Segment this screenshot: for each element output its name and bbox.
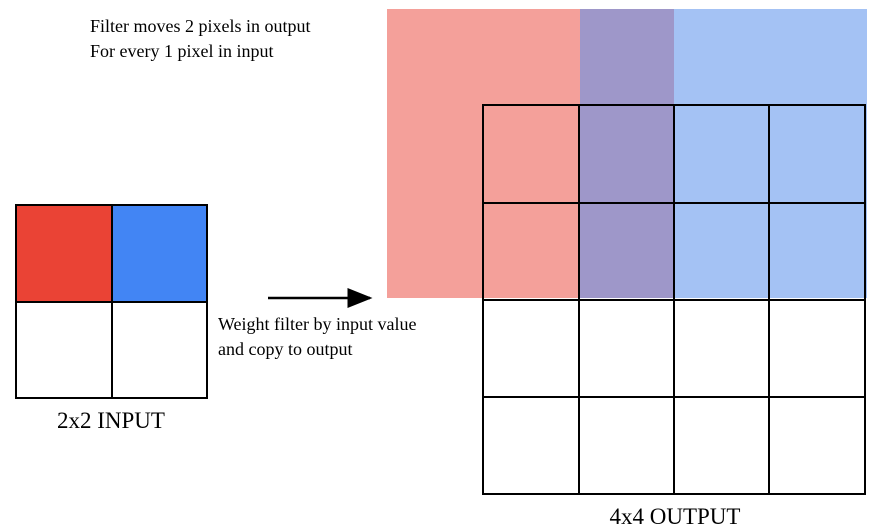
annotation-line: Filter moves 2 pixels in output: [90, 16, 311, 36]
input-label: 2x2 INPUT: [57, 408, 165, 433]
operation-line: Weight filter by input value: [218, 314, 417, 334]
annotation-line: For every 1 pixel in input: [90, 41, 273, 61]
input-red-cell: [16, 205, 112, 302]
operation-line: and copy to output: [218, 339, 352, 359]
blue-filter: [674, 9, 867, 298]
output-label: 4x4 OUTPUT: [610, 504, 741, 529]
input-blue-cell: [112, 205, 207, 302]
input-grid: [15, 204, 208, 399]
overlap-filter: [580, 9, 674, 298]
output-grid: [482, 104, 866, 495]
